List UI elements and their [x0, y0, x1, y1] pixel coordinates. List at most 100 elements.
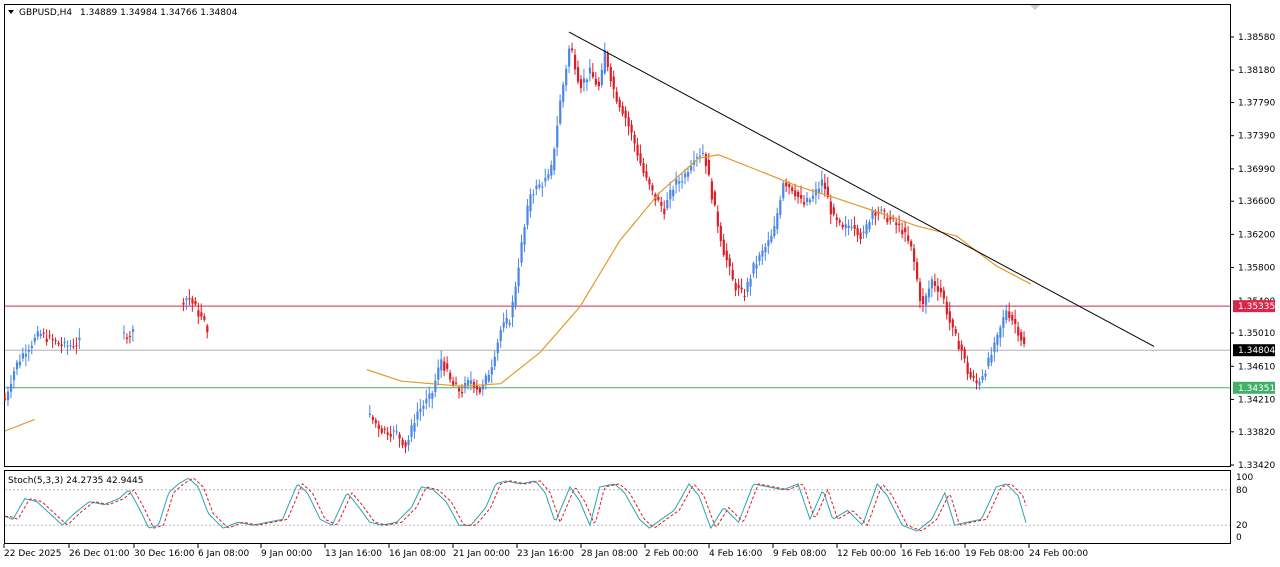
candle-body: [9, 383, 13, 392]
candle-body: [627, 117, 630, 127]
candle-body: [651, 185, 654, 191]
candle-body: [823, 182, 827, 189]
candle-body: [975, 380, 978, 384]
candle-body: [380, 428, 383, 433]
time-tick-label: 28 Jan 08:00: [581, 549, 638, 559]
price-tick-label: 1.36990: [1238, 165, 1275, 175]
candle-body: [422, 405, 425, 409]
candle-body: [675, 178, 678, 185]
stoch-pane-frame: [4, 470, 1231, 544]
candle-body: [200, 312, 203, 317]
time-tick-label: 12 Feb 00:00: [837, 549, 896, 559]
candle-body: [645, 171, 648, 178]
candle-body: [443, 361, 446, 371]
candle-body: [764, 247, 767, 253]
candle-body: [657, 196, 660, 200]
candle-body: [695, 156, 699, 158]
candle-body: [981, 376, 984, 381]
candle-body: [472, 382, 476, 388]
candle-body: [568, 48, 571, 67]
candle-body: [987, 357, 990, 367]
stoch-level-label: 20: [1236, 521, 1248, 531]
candle-body: [125, 337, 129, 340]
price-tick-label: 1.34610: [1238, 362, 1275, 372]
stoch-main-line: [4, 478, 1027, 532]
candle-body: [12, 371, 16, 381]
time-tick-label: 6 Jan 08:00: [198, 549, 250, 559]
candle-body: [856, 228, 859, 236]
candle-body: [639, 153, 642, 164]
candle-body: [449, 372, 452, 380]
symbol-timeframe: GBPUSD,H4: [19, 8, 72, 18]
candle-body: [853, 224, 856, 229]
candle-body: [562, 84, 565, 102]
candle-body: [883, 210, 886, 212]
candle-body: [731, 269, 734, 280]
scroll-marker-icon[interactable]: [1030, 5, 1040, 10]
candle-body: [469, 380, 473, 384]
candle-body: [948, 311, 951, 323]
candle-body: [72, 346, 75, 348]
candle-body: [829, 201, 832, 215]
candle-body: [434, 380, 437, 393]
time-tick-label: 2 Feb 00:00: [645, 549, 699, 559]
candle-body: [797, 192, 800, 197]
candle-body: [419, 408, 422, 412]
candle-body: [794, 190, 797, 197]
candle-body: [206, 325, 209, 333]
resistance-tag-box: [1233, 300, 1275, 313]
time-tick-label: 13 Jan 16:00: [325, 549, 382, 559]
price-tick-label: 1.35800: [1238, 264, 1275, 274]
candle-body: [621, 106, 624, 114]
candle-body: [514, 286, 517, 306]
candle-body: [1020, 332, 1023, 341]
candle-body: [734, 283, 737, 291]
candle-body: [722, 239, 725, 256]
candle-body: [660, 202, 663, 206]
candle-body: [496, 342, 499, 354]
time-tick-label: 16 Jan 08:00: [389, 549, 446, 559]
candle-body: [811, 195, 815, 199]
candle-body: [960, 344, 963, 351]
candle-body: [618, 99, 621, 108]
time-tick-label: 24 Feb 00:00: [1029, 549, 1088, 559]
candle-body: [606, 53, 609, 67]
candle-body: [713, 191, 716, 205]
stoch-level-label: 100: [1236, 473, 1253, 483]
candle-body: [582, 78, 586, 83]
price-tick-label: 1.33420: [1238, 461, 1275, 471]
candle-body: [431, 393, 434, 399]
candle-body: [535, 185, 538, 189]
candle-body: [410, 425, 413, 437]
candle-body: [395, 431, 398, 433]
candle-body: [880, 209, 883, 211]
candle-body: [740, 287, 743, 290]
candle-body: [767, 240, 770, 247]
candle-body: [24, 353, 28, 357]
candle-body: [725, 250, 728, 261]
trendline[interactable]: [568, 31, 1155, 347]
price-tick-label: 1.37390: [1238, 132, 1275, 142]
candle-body: [440, 359, 443, 371]
price-tick-label: 1.38580: [1238, 33, 1275, 43]
candle-body: [895, 222, 898, 226]
candle-body: [579, 79, 583, 88]
current-price-tag-label: 1.34804: [1238, 346, 1275, 356]
candle-body: [603, 50, 606, 74]
chart-menu-icon[interactable]: [8, 10, 14, 14]
candle-body: [752, 263, 755, 274]
candle-body: [642, 163, 645, 174]
candle-body: [1005, 310, 1008, 320]
candle-body: [933, 281, 937, 286]
stoch-pane: [4, 477, 1230, 532]
candle-body: [612, 76, 615, 89]
candle-body: [398, 434, 401, 439]
time-tick-label: 21 Jan 00:00: [453, 549, 510, 559]
candle-body: [27, 349, 30, 352]
candle-body: [508, 322, 511, 325]
candle-body: [57, 342, 60, 345]
candle-body: [996, 334, 999, 345]
candle-body: [930, 279, 934, 289]
candle-body: [499, 329, 502, 342]
candle-body: [918, 282, 922, 302]
